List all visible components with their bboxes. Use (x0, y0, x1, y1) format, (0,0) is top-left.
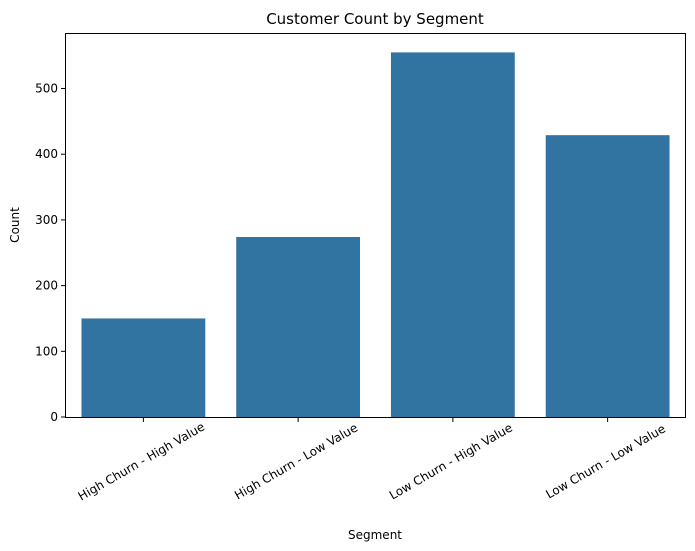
y-tick-label-500: 500 (35, 82, 58, 96)
bar-2 (236, 236, 361, 417)
x-axis: High Churn - High Value High Churn - Low … (76, 417, 668, 504)
bar-1 (81, 318, 206, 417)
bars-group (81, 52, 670, 418)
x-tick-label-2: High Churn - Low Value (232, 421, 360, 503)
chart-title: Customer Count by Segment (266, 10, 484, 28)
x-tick-label-4: Low Churn - Low Value (543, 422, 668, 502)
y-tick-label-200: 200 (35, 279, 58, 293)
y-tick-label-100: 100 (35, 344, 58, 358)
x-tick-label-3: Low Churn - High Value (387, 421, 515, 503)
y-tick-label-400: 400 (35, 147, 58, 161)
y-tick-label-0: 0 (50, 410, 58, 424)
y-axis: 0 100 200 300 400 500 (35, 82, 66, 424)
bar-3 (390, 52, 515, 418)
x-axis-label: Segment (348, 528, 402, 542)
y-axis-label: Count (8, 207, 22, 243)
y-tick-label-300: 300 (35, 213, 58, 227)
bar-4 (545, 135, 670, 418)
plot-frame (65, 33, 686, 418)
x-tick-label-1: High Churn - High Value (76, 420, 207, 504)
